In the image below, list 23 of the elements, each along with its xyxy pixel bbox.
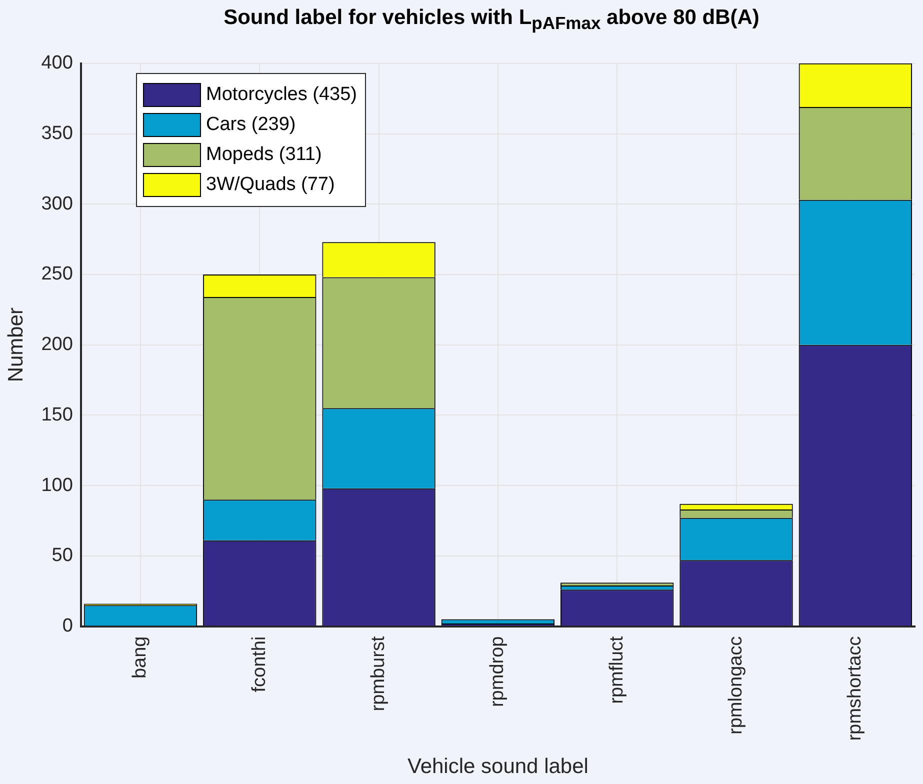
x-tick-label: rpmdrop — [487, 636, 508, 708]
y-tick-label: 200 — [41, 334, 73, 356]
x-axis-title: Vehicle sound label — [407, 755, 588, 778]
y-tick-label: 150 — [41, 404, 73, 426]
x-tick-label: rpmshortacc — [844, 636, 866, 741]
legend-label: Cars (239) — [206, 114, 296, 136]
x-tick-label: fconthi — [248, 636, 270, 692]
chart-title: Sound label for vehicles with L$_{pAFmax}$ above 80 dB(A) — [222, 6, 760, 34]
legend-label: Mopeds (311) — [206, 144, 322, 166]
x-tick-label: rpmburst — [368, 636, 390, 712]
y-tick-label: 0 — [62, 616, 73, 637]
x-tick-label: bang — [130, 636, 151, 679]
y-tick-label: 250 — [41, 264, 73, 285]
y-tick-label: 300 — [41, 193, 73, 214]
legend-label: 3W/Quads (77) — [206, 174, 335, 196]
legend-label: Motorcycles (435) — [206, 84, 357, 106]
x-tick-label: rpmlongacc — [726, 636, 746, 734]
y-tick-label: 400 — [41, 52, 73, 74]
y-tick-label: 100 — [41, 474, 73, 496]
y-axis-title: Number — [4, 307, 28, 382]
x-tick-label: rpmfluct — [606, 636, 628, 704]
y-tick-label: 350 — [41, 122, 73, 144]
y-tick-label: 50 — [52, 545, 73, 566]
